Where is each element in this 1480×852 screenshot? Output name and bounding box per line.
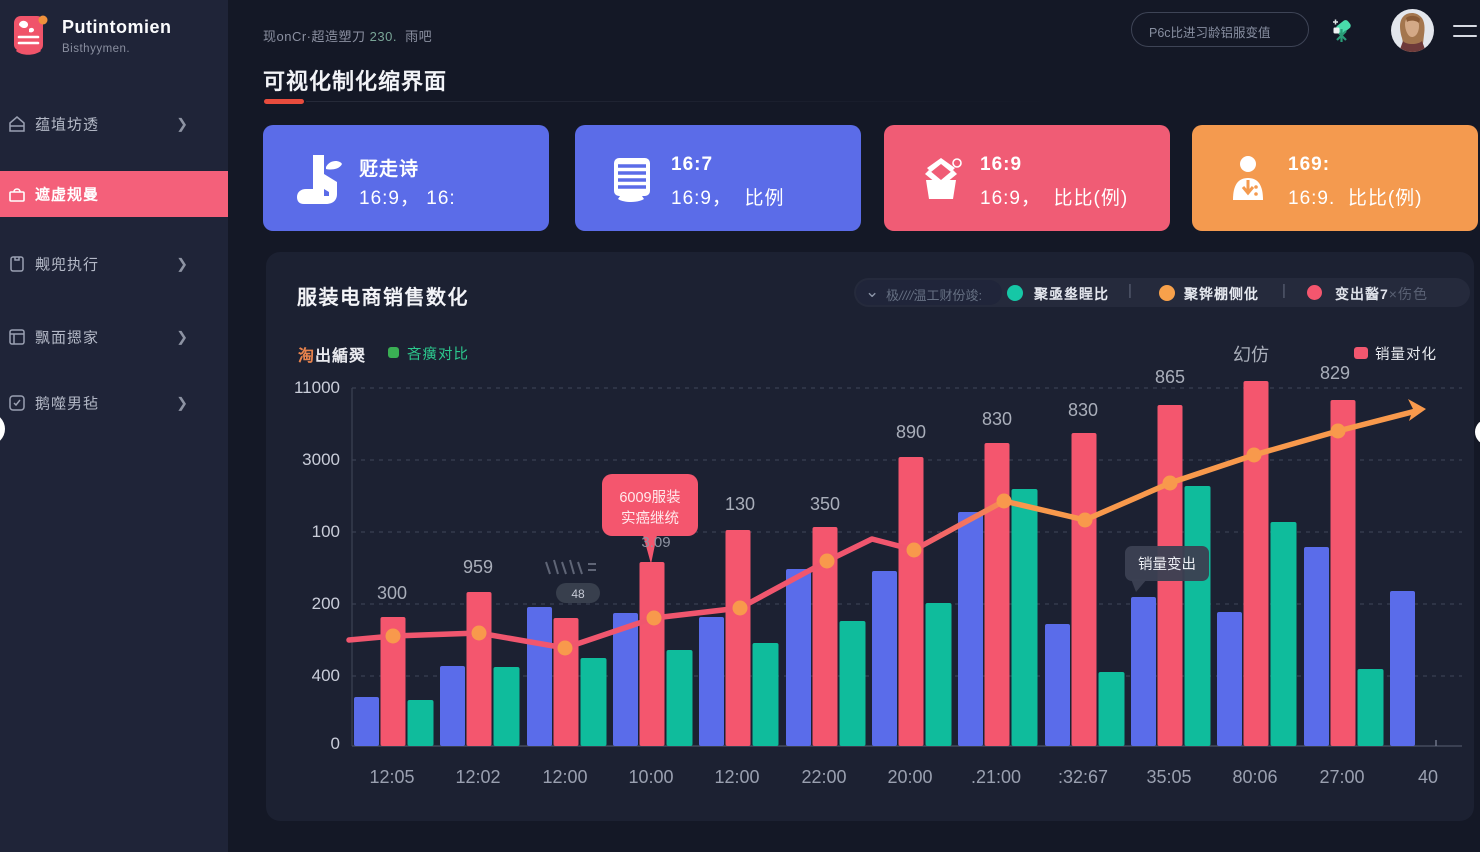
svg-text:12:00: 12:00: [542, 767, 587, 787]
svg-text:3.09: 3.09: [641, 534, 670, 551]
svg-text:100: 100: [312, 522, 340, 541]
svg-text:830: 830: [1068, 400, 1098, 420]
svg-text:80:06: 80:06: [1232, 767, 1277, 787]
svg-text:6009服装: 6009服装: [619, 489, 680, 506]
svg-text:865: 865: [1155, 367, 1185, 387]
svg-text:27:00: 27:00: [1319, 767, 1364, 787]
svg-text:实癌继统: 实癌继统: [621, 510, 679, 527]
svg-text:3000: 3000: [302, 450, 340, 469]
svg-text::32:67: :32:67: [1058, 767, 1108, 787]
svg-text:400: 400: [312, 666, 340, 685]
svg-text:300: 300: [377, 583, 407, 603]
svg-text:0: 0: [331, 734, 340, 753]
svg-text:11000: 11000: [294, 378, 340, 397]
svg-text:10:00: 10:00: [628, 767, 673, 787]
svg-text:130: 130: [725, 494, 755, 514]
svg-text:829: 829: [1320, 363, 1350, 383]
svg-text:22:00: 22:00: [801, 767, 846, 787]
svg-text:12:00: 12:00: [714, 767, 759, 787]
svg-text:12:05: 12:05: [369, 767, 414, 787]
svg-text:幻仿: 幻仿: [1233, 345, 1269, 365]
svg-text:.21:00: .21:00: [971, 767, 1021, 787]
svg-text:890: 890: [896, 422, 926, 442]
svg-text:20:00: 20:00: [887, 767, 932, 787]
svg-text:35:05: 35:05: [1146, 767, 1191, 787]
svg-text:48: 48: [571, 587, 585, 601]
svg-text:830: 830: [982, 409, 1012, 429]
svg-text:350: 350: [810, 494, 840, 514]
svg-text:12:02: 12:02: [455, 767, 500, 787]
svg-text:销量变出: 销量变出: [1138, 556, 1196, 573]
svg-text:959: 959: [463, 557, 493, 577]
svg-text:40: 40: [1418, 767, 1438, 787]
svg-text:200: 200: [312, 594, 340, 613]
